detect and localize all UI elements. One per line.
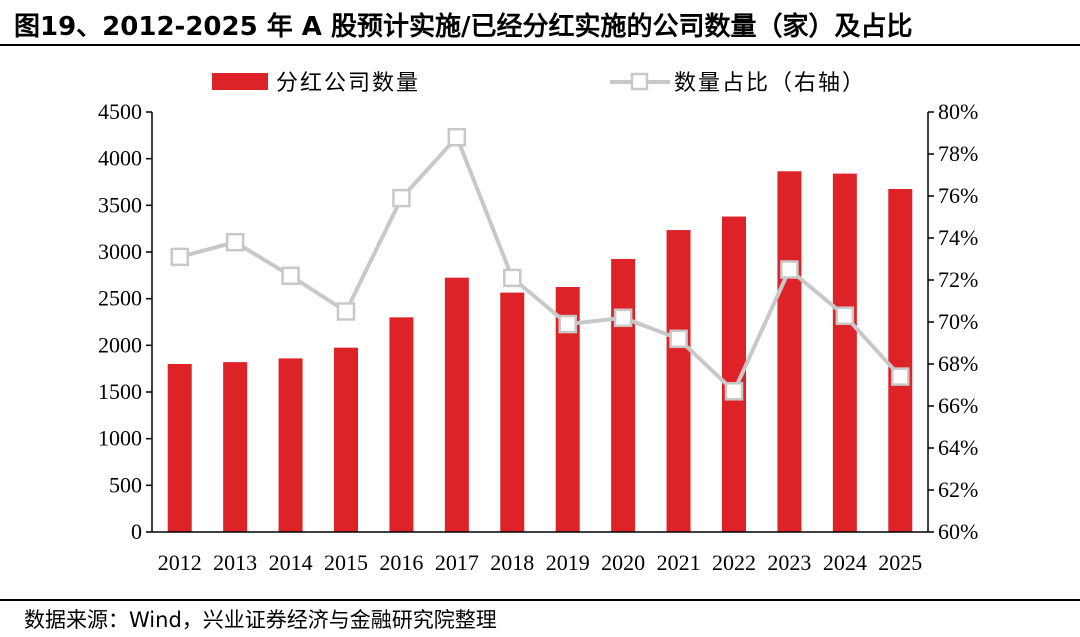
left-tick-label: 2500 bbox=[98, 286, 142, 311]
right-tick-label: 76% bbox=[938, 183, 978, 208]
ratio-point-2025 bbox=[891, 367, 910, 386]
right-tick-label: 60% bbox=[938, 519, 978, 544]
right-tick-label: 62% bbox=[938, 477, 978, 502]
left-tick-label: 500 bbox=[109, 472, 142, 497]
ratio-point-2022 bbox=[724, 382, 744, 401]
ratio-point-2017 bbox=[447, 127, 467, 147]
bar-2025 bbox=[888, 189, 913, 532]
left-tick-label: 3000 bbox=[98, 239, 142, 264]
x-tick-label: 2015 bbox=[324, 550, 368, 575]
source-note: 数据来源：Wind，兴业证券经济与金融研究院整理 bbox=[24, 608, 497, 632]
bar-2024 bbox=[832, 173, 857, 532]
ratio-point-2018 bbox=[503, 268, 522, 288]
left-tick-label: 1000 bbox=[98, 426, 142, 451]
ratio-point-2021 bbox=[669, 329, 688, 349]
right-tick-label: 72% bbox=[938, 267, 978, 292]
bar-2016 bbox=[389, 317, 414, 532]
x-tick-label: 2025 bbox=[878, 550, 922, 575]
x-tick-label: 2019 bbox=[546, 550, 590, 575]
x-tick-label: 2018 bbox=[490, 550, 534, 575]
x-tick-label: 2013 bbox=[213, 550, 257, 575]
right-tick-label: 74% bbox=[938, 225, 978, 250]
ratio-point-2024 bbox=[835, 306, 855, 325]
bar-2014 bbox=[278, 358, 303, 532]
x-tick-label: 2014 bbox=[269, 550, 313, 575]
x-tick-label: 2021 bbox=[657, 550, 701, 575]
legend-bar-label: 分红公司数量 bbox=[276, 71, 420, 96]
ratio-point-2019 bbox=[558, 314, 577, 334]
right-tick-label: 80% bbox=[938, 99, 978, 124]
legend-bar-swatch bbox=[212, 73, 268, 90]
bar-series bbox=[167, 171, 913, 533]
ratio-point-2014 bbox=[281, 266, 300, 286]
legend: 分红公司数量 数量占比（右轴） bbox=[212, 71, 866, 96]
title-divider bbox=[0, 44, 1080, 46]
bar-2020 bbox=[611, 259, 636, 532]
ratio-point-2016 bbox=[392, 188, 411, 208]
left-tick-label: 3500 bbox=[98, 192, 142, 217]
axes: 0 500 1000 1500 2000 2500 3000 3500 4000 4500 60% 6… bbox=[98, 99, 978, 575]
right-tick-label: 68% bbox=[938, 351, 978, 376]
x-tick-label: 2016 bbox=[379, 550, 423, 575]
bar-2015 bbox=[334, 347, 358, 532]
bar-2017 bbox=[444, 277, 469, 532]
ratio-point-2013 bbox=[225, 232, 245, 252]
ratio-point-2015 bbox=[336, 302, 356, 321]
bar-2018 bbox=[500, 292, 525, 532]
ratio-point-2023 bbox=[780, 260, 799, 279]
bar-2021 bbox=[666, 230, 691, 533]
x-tick-label: 2024 bbox=[823, 550, 867, 575]
bar-2012 bbox=[167, 364, 192, 532]
legend-line-label: 数量占比（右轴） bbox=[674, 71, 866, 96]
ratio-point-2012 bbox=[170, 247, 189, 267]
x-tick-label: 2020 bbox=[601, 550, 645, 575]
right-tick-label: 78% bbox=[938, 141, 978, 166]
bar-2013 bbox=[223, 362, 248, 532]
ratio-point-2020 bbox=[613, 308, 633, 328]
bar-2023 bbox=[777, 171, 802, 532]
left-tick-label: 2000 bbox=[98, 332, 142, 357]
left-tick-label: 1500 bbox=[98, 379, 142, 404]
x-tick-label: 2023 bbox=[767, 550, 811, 575]
right-tick-label: 64% bbox=[938, 435, 978, 460]
right-tick-label: 70% bbox=[938, 309, 978, 334]
x-tick-label: 2017 bbox=[435, 550, 479, 575]
x-tick-label: 2022 bbox=[712, 550, 756, 575]
x-tick-label: 2012 bbox=[158, 550, 202, 575]
right-tick-label: 66% bbox=[938, 393, 978, 418]
left-tick-label: 4000 bbox=[98, 146, 142, 171]
line-series bbox=[170, 127, 910, 401]
left-tick-label: 4500 bbox=[98, 99, 142, 124]
combo-chart: 分红公司数量 数量占比（右轴） 0 500 1000 1500 2000 2500 3000… bbox=[98, 71, 978, 575]
left-tick-label: 0 bbox=[131, 519, 142, 544]
chart-title: 图19、2012-2025 年 A 股预计实施/已经分红实施的公司数量（家）及占… bbox=[14, 12, 913, 42]
legend-line-marker bbox=[630, 72, 649, 91]
source-divider bbox=[0, 599, 1080, 601]
